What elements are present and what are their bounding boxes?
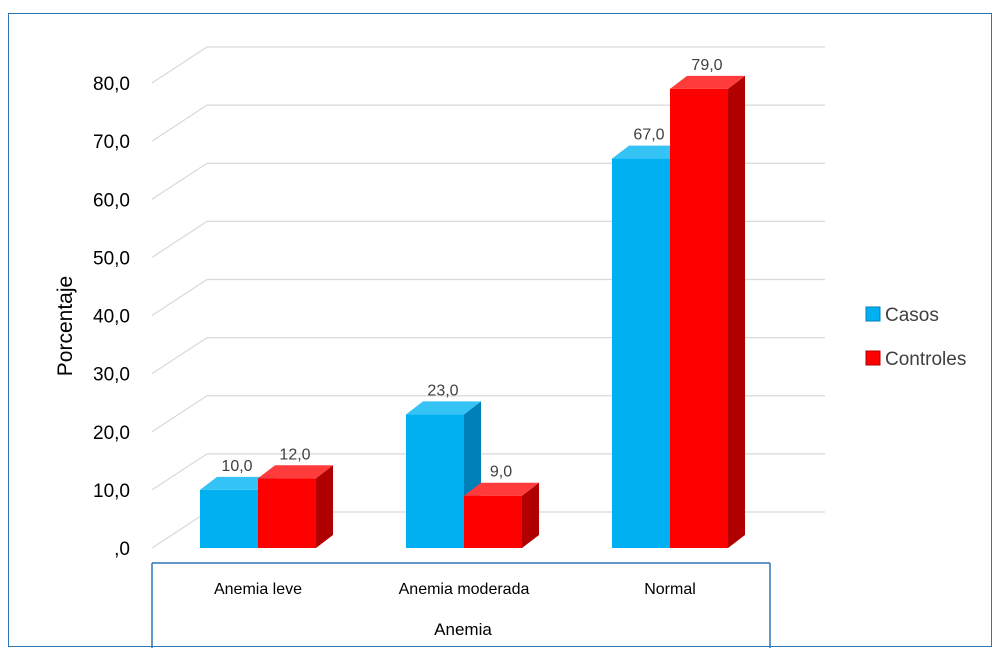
y-tick-label: 70,0 bbox=[93, 132, 130, 153]
bar-top bbox=[670, 75, 745, 89]
y-tick-label: 60,0 bbox=[93, 190, 130, 211]
gridline-diagonal bbox=[151, 46, 208, 84]
x-axis: Anemia leve Anemia moderada Normal bbox=[151, 562, 771, 648]
y-axis-title: Porcentaje bbox=[54, 276, 77, 376]
gridline-diagonal bbox=[151, 511, 208, 549]
data-labels: 10,0 12,0 23,0 9,0 67,0 79,0 bbox=[221, 57, 722, 481]
bar-controles bbox=[670, 75, 745, 548]
gridline-diagonal bbox=[151, 453, 208, 491]
y-tick-label: 20,0 bbox=[93, 423, 130, 444]
data-label: 12,0 bbox=[279, 446, 310, 463]
bar-front bbox=[258, 478, 316, 548]
legend-swatch bbox=[865, 306, 881, 322]
gridline-diagonal bbox=[151, 220, 208, 258]
legend-label: Controles bbox=[885, 349, 966, 370]
bar-controles bbox=[464, 482, 539, 548]
bar-side bbox=[522, 482, 539, 548]
gridline-diagonal bbox=[151, 395, 208, 433]
gridline-diagonal bbox=[151, 162, 208, 200]
bar-front bbox=[670, 88, 728, 548]
x-tick-label: Anemia leve bbox=[214, 581, 302, 598]
legend-swatch bbox=[865, 350, 881, 366]
x-tick-label: Normal bbox=[644, 581, 696, 598]
y-tick-label: 80,0 bbox=[93, 74, 130, 95]
data-label: 23,0 bbox=[427, 382, 458, 399]
y-tick-label: 40,0 bbox=[93, 307, 130, 328]
gridline-diagonal bbox=[151, 337, 208, 375]
bar-top bbox=[612, 145, 687, 159]
y-tick-label: 10,0 bbox=[93, 481, 130, 502]
gridline-diagonal bbox=[151, 278, 208, 317]
bar-top bbox=[258, 465, 333, 479]
x-tick-label: Anemia moderada bbox=[399, 581, 530, 598]
gridline-diagonal bbox=[151, 104, 208, 142]
bar-front bbox=[612, 158, 670, 548]
bar-top bbox=[200, 476, 275, 490]
data-label: 9,0 bbox=[490, 464, 512, 481]
y-tick-label: 50,0 bbox=[93, 248, 130, 269]
bar-front bbox=[200, 489, 258, 548]
bar-side bbox=[728, 75, 745, 548]
legend: Casos Controles bbox=[865, 305, 966, 370]
bar-front bbox=[406, 414, 464, 548]
y-tick-label: 30,0 bbox=[93, 365, 130, 386]
x-axis-title: Anemia bbox=[434, 620, 492, 639]
bars bbox=[200, 75, 745, 548]
bar-top bbox=[406, 401, 481, 415]
bar-side bbox=[316, 465, 333, 548]
data-label: 10,0 bbox=[221, 458, 252, 475]
legend-label: Casos bbox=[885, 305, 939, 326]
bar-front bbox=[464, 495, 522, 548]
bar-top bbox=[464, 482, 539, 496]
data-label: 79,0 bbox=[691, 57, 722, 74]
y-tick-label: ,0 bbox=[114, 539, 130, 560]
data-label: 67,0 bbox=[633, 127, 664, 144]
bar-controles bbox=[258, 465, 333, 548]
y-axis-ticks: ,0 10,0 20,0 30,0 40,0 50,0 60,0 70,0 80,0 bbox=[93, 74, 130, 560]
